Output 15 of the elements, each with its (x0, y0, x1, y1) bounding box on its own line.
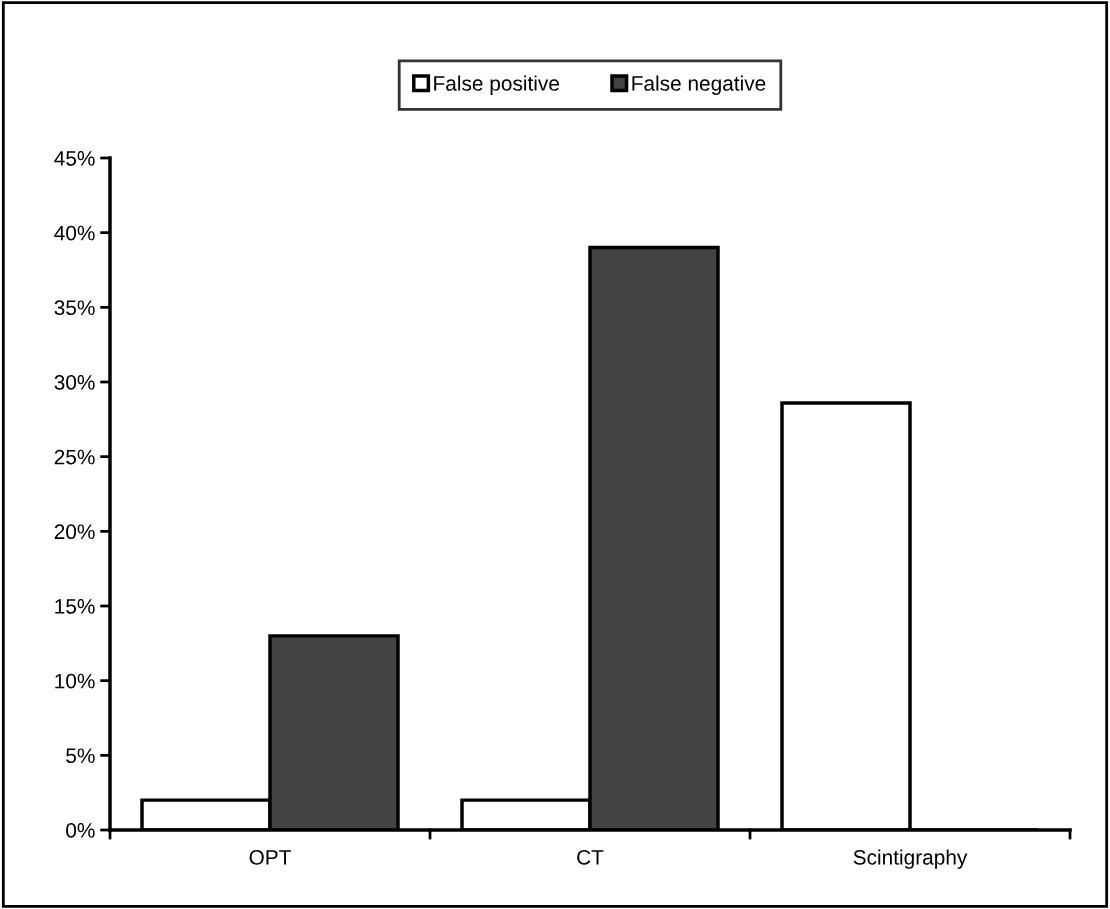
y-tick-label: 20% (54, 524, 95, 540)
y-tick-label: 15% (55, 599, 95, 614)
x-tick-label: Scintigraphy (853, 849, 968, 869)
y-tick-label: 30% (54, 375, 95, 390)
y-tick-label: 25% (54, 449, 95, 465)
legend-label: False negative (632, 75, 766, 95)
y-tick-label: 45% (54, 151, 95, 166)
x-tick-label: OPT (249, 849, 291, 865)
y-tick-label: 35% (54, 300, 95, 316)
x-tick-label: CT (577, 849, 604, 865)
y-tick-label: 0% (66, 823, 95, 838)
legend-label: False positive (434, 75, 559, 95)
y-tick-label: 5% (66, 748, 95, 764)
y-tick-label: 10% (55, 673, 95, 689)
y-tick-label: 40% (54, 225, 95, 241)
